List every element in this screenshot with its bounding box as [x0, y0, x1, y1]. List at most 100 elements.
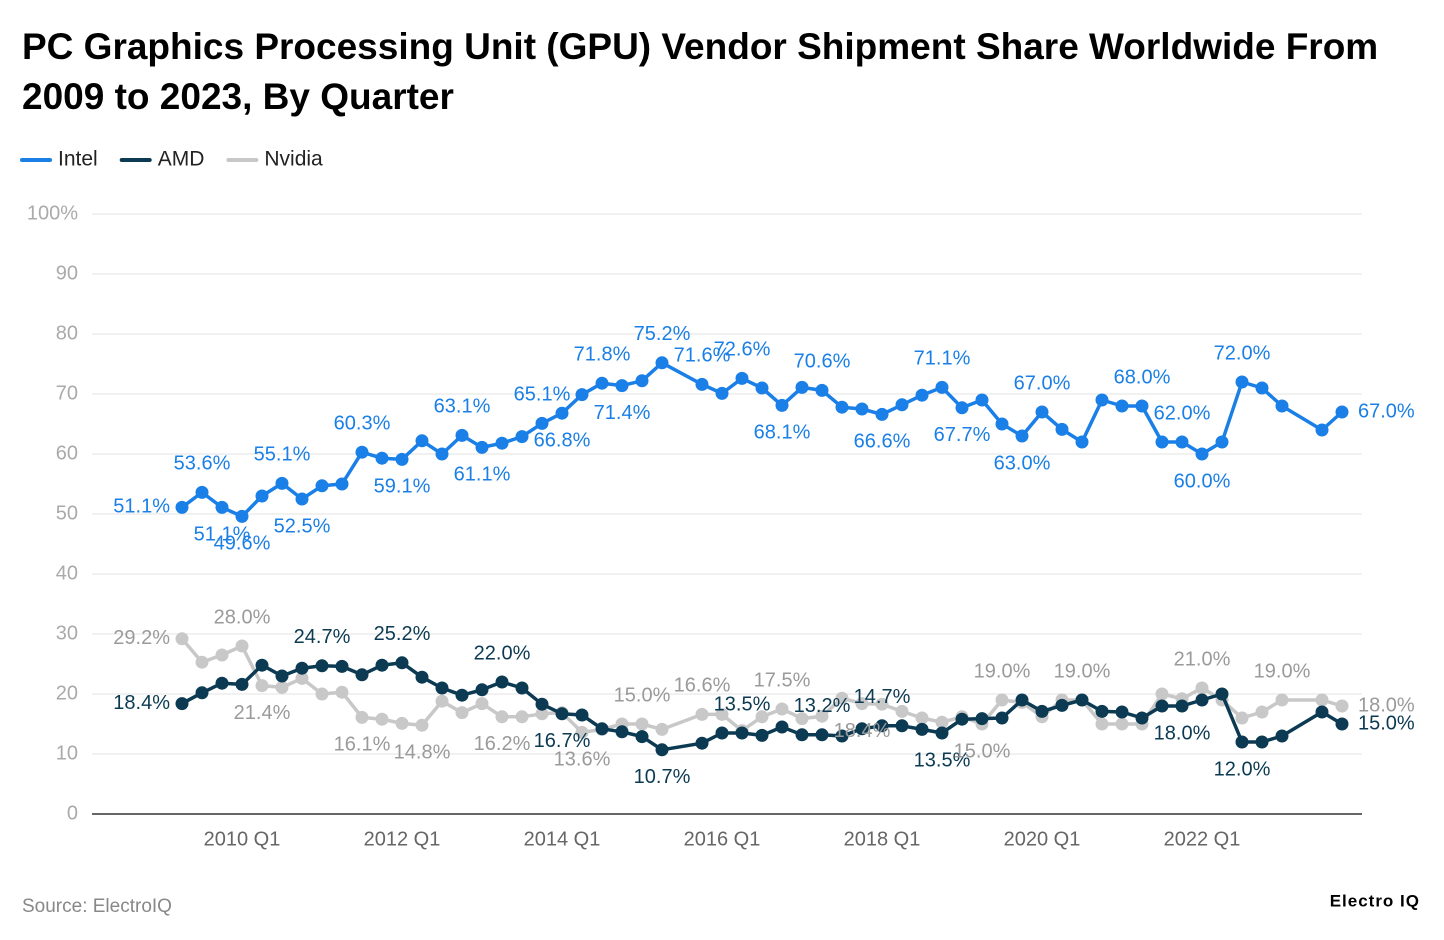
data-point: [1315, 693, 1329, 707]
data-point: [775, 702, 789, 716]
data-label: 19.0%: [1054, 660, 1111, 682]
data-label: 13.5%: [914, 749, 971, 771]
data-point: [1335, 699, 1349, 713]
data-point: [175, 697, 189, 711]
data-point: [735, 726, 749, 740]
data-label: 49.6%: [214, 533, 271, 555]
data-label: 18.0%: [1154, 722, 1211, 744]
y-tick-label: 0: [67, 802, 78, 824]
data-point: [1335, 717, 1349, 731]
data-point: [1115, 705, 1129, 719]
data-label: 67.0%: [1358, 400, 1415, 422]
data-point: [375, 658, 389, 672]
data-label: 15.0%: [1358, 712, 1415, 734]
data-point: [1195, 681, 1209, 695]
data-point: [1215, 435, 1229, 449]
data-point: [335, 685, 349, 699]
data-label: 65.1%: [514, 384, 571, 406]
data-point: [395, 716, 409, 730]
data-label: 29.2%: [113, 627, 170, 649]
data-point: [435, 694, 449, 708]
data-point: [1275, 399, 1289, 413]
data-point: [835, 729, 849, 743]
legend-label: Intel: [58, 148, 98, 171]
data-label: 15.0%: [954, 740, 1011, 762]
data-point: [1195, 693, 1209, 707]
data-label: 70.6%: [794, 351, 851, 373]
data-point: [975, 712, 989, 726]
data-label: 72.0%: [1214, 342, 1271, 364]
data-label: 28.0%: [214, 606, 271, 628]
data-label: 18.0%: [1358, 694, 1415, 716]
x-tick-label: 2018 Q1: [844, 828, 921, 850]
gap-bridge: [661, 741, 703, 752]
data-point: [1075, 693, 1089, 707]
data-point: [435, 447, 449, 461]
data-label: 13.6%: [554, 749, 611, 771]
data-label: 19.0%: [974, 660, 1031, 682]
data-point: [855, 697, 869, 711]
data-point: [255, 658, 269, 672]
x-tick-label: 2022 Q1: [1164, 828, 1241, 850]
data-label: 18.4%: [834, 720, 891, 742]
data-point: [1055, 422, 1069, 436]
data-point: [575, 725, 589, 739]
data-point: [595, 722, 609, 736]
data-point: [275, 680, 289, 694]
data-label: 55.1%: [254, 444, 311, 466]
data-label: 63.1%: [434, 396, 491, 418]
data-point: [415, 718, 429, 732]
data-label: 12.0%: [1214, 758, 1271, 780]
data-label: 66.8%: [534, 429, 591, 451]
data-point: [415, 670, 429, 684]
chart-title: PC Graphics Processing Unit (GPU) Vendor…: [22, 26, 1379, 117]
data-label: 53.6%: [174, 453, 231, 475]
data-point: [975, 393, 989, 407]
x-tick-label: 2010 Q1: [204, 828, 281, 850]
data-point: [555, 406, 569, 420]
data-point: [1015, 429, 1029, 443]
x-tick-label: 2014 Q1: [524, 828, 601, 850]
source: Source: ElectroIQ: [22, 896, 172, 917]
data-point: [955, 712, 969, 726]
data-point: [515, 710, 529, 724]
data-point: [455, 688, 469, 702]
data-label: 72.6%: [714, 339, 771, 361]
data-point: [455, 706, 469, 720]
data-point: [635, 374, 649, 388]
data-point: [795, 728, 809, 742]
data-point: [1055, 698, 1069, 712]
y-tick-label: 90: [56, 262, 78, 284]
data-point: [1035, 405, 1049, 419]
data-point: [415, 434, 429, 448]
data-label: 21.4%: [234, 702, 291, 724]
data-point: [475, 683, 489, 697]
data-label: 24.7%: [294, 626, 351, 648]
data-point: [1155, 687, 1169, 701]
data-point: [895, 719, 909, 733]
data-point: [755, 728, 769, 742]
y-tick-label: 50: [56, 502, 78, 524]
data-point: [1255, 705, 1269, 719]
data-point: [215, 500, 229, 514]
data-point: [995, 711, 1009, 725]
data-point: [1095, 704, 1109, 718]
data-point: [195, 485, 209, 499]
data-label: 16.2%: [474, 733, 531, 755]
data-point: [1235, 735, 1249, 749]
data-point: [635, 717, 649, 731]
data-point: [255, 679, 269, 693]
data-point: [315, 479, 329, 493]
data-point: [1155, 435, 1169, 449]
x-tick-label: 2012 Q1: [364, 828, 441, 850]
x-tick-label: 2020 Q1: [1004, 828, 1081, 850]
data-point: [535, 416, 549, 430]
data-point: [1195, 447, 1209, 461]
data-point: [955, 401, 969, 415]
data-point: [875, 719, 889, 733]
data-point: [1255, 381, 1269, 395]
data-point: [435, 681, 449, 695]
data-point: [995, 417, 1009, 431]
data-point: [655, 722, 669, 736]
